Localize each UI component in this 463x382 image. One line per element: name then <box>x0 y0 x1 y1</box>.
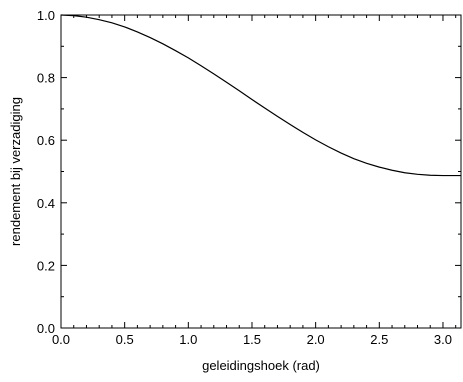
x-tick-label-3: 1.5 <box>243 332 261 347</box>
y-tick-label-2: 0.4 <box>37 196 55 211</box>
x-axis-label: geleidingshoek (rad) <box>202 358 320 373</box>
y-axis-label: rendement bij verzadiging <box>8 97 23 246</box>
y-tick-label-4: 0.8 <box>37 71 55 86</box>
series-group <box>60 14 461 177</box>
x-tick-label-5: 2.5 <box>370 332 388 347</box>
y-tick-label-1: 0.2 <box>37 258 55 273</box>
plot-frame <box>60 14 462 329</box>
series-line-0 <box>60 14 461 177</box>
y-tick-label-5: 1.0 <box>37 8 55 23</box>
x-tick-label-0: 0.0 <box>52 332 70 347</box>
y-tick-label-3: 0.6 <box>37 133 55 148</box>
x-tick-label-6: 3.0 <box>434 332 452 347</box>
x-tick-label-1: 0.5 <box>116 332 134 347</box>
x-tick-label-2: 1.0 <box>179 332 197 347</box>
y-tick-label-0: 0.0 <box>37 321 55 336</box>
x-tick-label-4: 2.0 <box>307 332 325 347</box>
tick-labels-group: 0.0 0.5 1.0 1.5 2.0 2.5 3.0 0.0 0.2 0.4 0.6 0.8 1.0 <box>37 8 452 347</box>
